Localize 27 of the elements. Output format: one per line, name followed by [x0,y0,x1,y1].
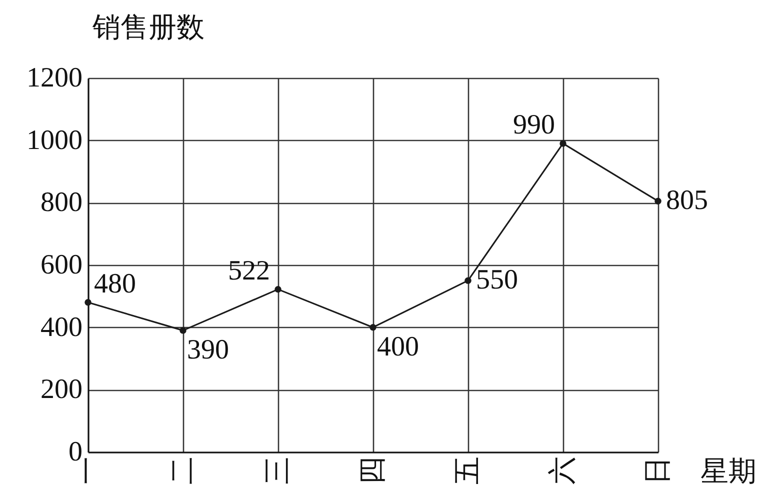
data-label: 550 [476,264,518,296]
x-axis-title: 星期 [700,456,756,488]
point [180,327,186,334]
x-tick-label: 日 [642,456,674,484]
point [464,277,472,284]
point [654,198,662,204]
point [84,299,92,306]
y-tick-label: 800 [40,187,82,218]
point [370,324,376,331]
x-tick-label: 二 [168,456,198,484]
y-tick-label: 1000 [26,124,82,156]
x-tick-label: 五 [452,456,484,484]
data-label: 400 [377,331,419,362]
x-tick-label: 三 [262,456,294,484]
y-tick-label: 600 [40,250,82,280]
point [560,140,566,147]
point [274,286,282,293]
y-axis-title: 销售册数 [92,12,204,44]
data-label: 390 [187,334,229,366]
x-tick-label: 六 [548,456,578,484]
y-tick-label: 200 [40,374,82,406]
y-tick-label: 1200 [26,62,82,94]
data-label: 805 [666,185,708,216]
y-tick-label: 400 [40,312,82,343]
data-label: 990 [513,109,555,140]
data-label: 480 [94,268,136,300]
x-tick-label: 四 [358,456,388,484]
